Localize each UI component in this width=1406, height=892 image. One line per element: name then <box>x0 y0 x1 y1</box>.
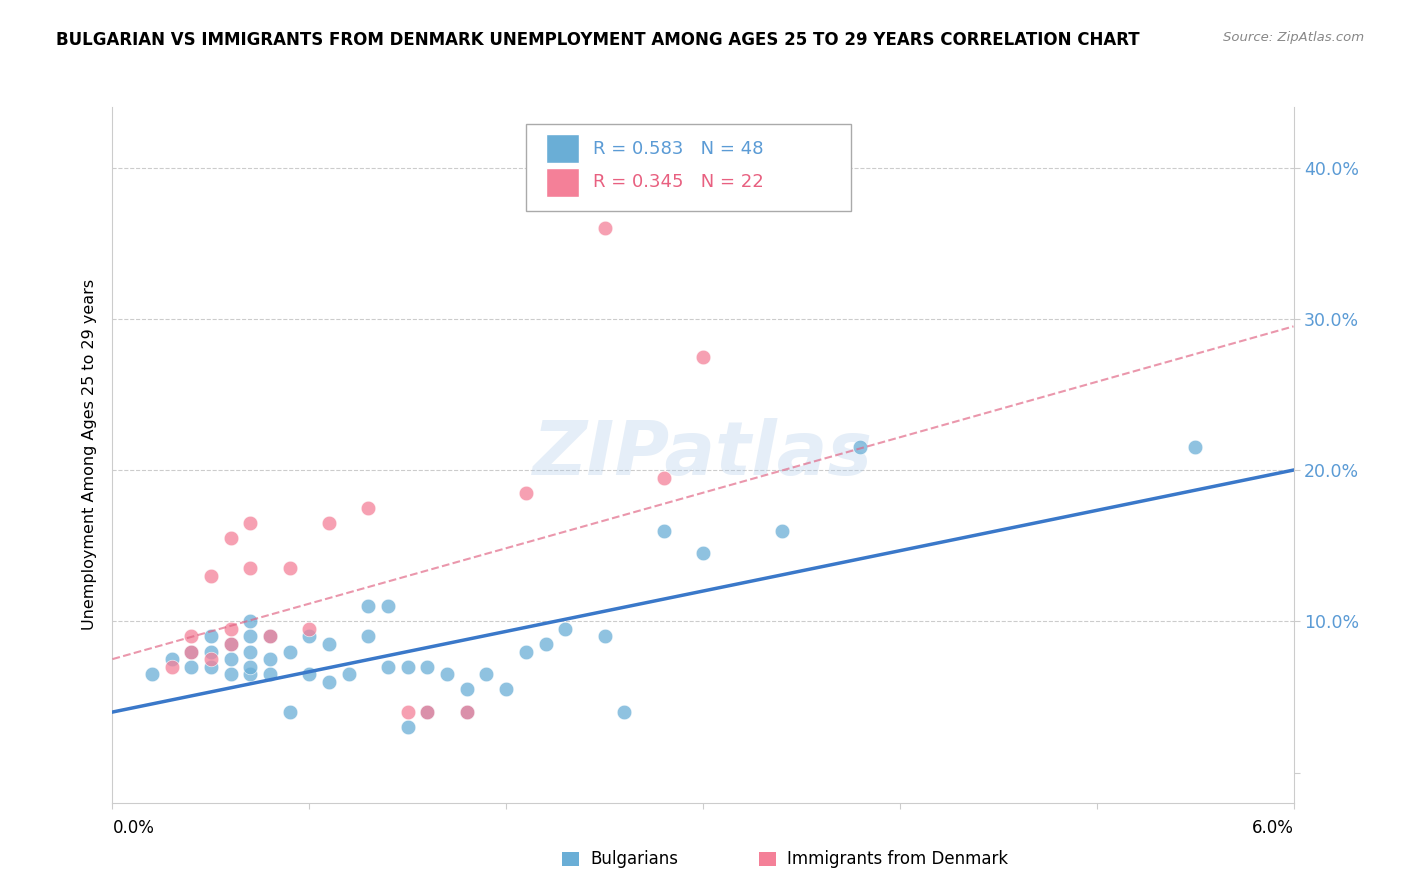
Point <box>318 674 340 689</box>
Text: Bulgarians: Bulgarians <box>591 850 679 868</box>
Bar <box>546 168 579 197</box>
Point <box>239 629 262 643</box>
Point <box>239 516 262 530</box>
Point <box>298 629 321 643</box>
Point <box>239 561 262 575</box>
Point <box>141 667 163 681</box>
Point <box>357 629 380 643</box>
Point <box>416 705 439 719</box>
FancyBboxPatch shape <box>526 124 851 211</box>
Point <box>337 667 360 681</box>
Point <box>456 682 478 697</box>
Y-axis label: Unemployment Among Ages 25 to 29 years: Unemployment Among Ages 25 to 29 years <box>82 279 97 631</box>
Text: Source: ZipAtlas.com: Source: ZipAtlas.com <box>1223 31 1364 45</box>
Point <box>652 470 675 484</box>
Bar <box>546 134 579 163</box>
Text: Immigrants from Denmark: Immigrants from Denmark <box>787 850 1008 868</box>
Text: R = 0.583   N = 48: R = 0.583 N = 48 <box>593 140 763 158</box>
Point <box>298 667 321 681</box>
Point <box>593 629 616 643</box>
Point <box>219 637 242 651</box>
Point <box>200 629 222 643</box>
Point <box>318 516 340 530</box>
Point <box>377 599 399 614</box>
Point <box>278 644 301 658</box>
Point <box>554 622 576 636</box>
Point <box>239 615 262 629</box>
Point <box>160 652 183 666</box>
Point <box>456 705 478 719</box>
Point <box>613 705 636 719</box>
Text: R = 0.345   N = 22: R = 0.345 N = 22 <box>593 173 763 191</box>
Point <box>377 659 399 673</box>
Point <box>239 667 262 681</box>
Point <box>534 637 557 651</box>
Point <box>219 667 242 681</box>
Point <box>475 667 498 681</box>
Point <box>239 659 262 673</box>
Point <box>278 705 301 719</box>
Point <box>692 546 714 560</box>
Point <box>180 644 202 658</box>
Point <box>160 659 183 673</box>
Point <box>396 659 419 673</box>
Point <box>396 720 419 734</box>
Text: ZIPatlas: ZIPatlas <box>533 418 873 491</box>
Point <box>219 652 242 666</box>
Point <box>278 561 301 575</box>
Point <box>298 622 321 636</box>
Point <box>219 622 242 636</box>
Point <box>200 659 222 673</box>
Point <box>200 569 222 583</box>
Point <box>180 629 202 643</box>
Point <box>1184 441 1206 455</box>
Text: 6.0%: 6.0% <box>1251 819 1294 837</box>
Point <box>456 705 478 719</box>
Point <box>692 350 714 364</box>
Point <box>396 705 419 719</box>
Point <box>515 644 537 658</box>
Point <box>416 659 439 673</box>
Point <box>180 644 202 658</box>
Point <box>515 485 537 500</box>
Point <box>239 644 262 658</box>
Text: 0.0%: 0.0% <box>112 819 155 837</box>
Point <box>219 637 242 651</box>
Point <box>495 682 517 697</box>
Point <box>357 500 380 515</box>
Point <box>770 524 793 538</box>
Point <box>416 705 439 719</box>
Point <box>593 221 616 235</box>
Text: BULGARIAN VS IMMIGRANTS FROM DENMARK UNEMPLOYMENT AMONG AGES 25 TO 29 YEARS CORR: BULGARIAN VS IMMIGRANTS FROM DENMARK UNE… <box>56 31 1140 49</box>
Point <box>200 652 222 666</box>
Point <box>259 629 281 643</box>
Point <box>436 667 458 681</box>
Point <box>259 629 281 643</box>
Point <box>219 531 242 545</box>
Point <box>259 652 281 666</box>
Point <box>357 599 380 614</box>
Point <box>200 644 222 658</box>
Point <box>849 441 872 455</box>
Point <box>259 667 281 681</box>
Point <box>318 637 340 651</box>
Point <box>652 524 675 538</box>
Point <box>180 659 202 673</box>
